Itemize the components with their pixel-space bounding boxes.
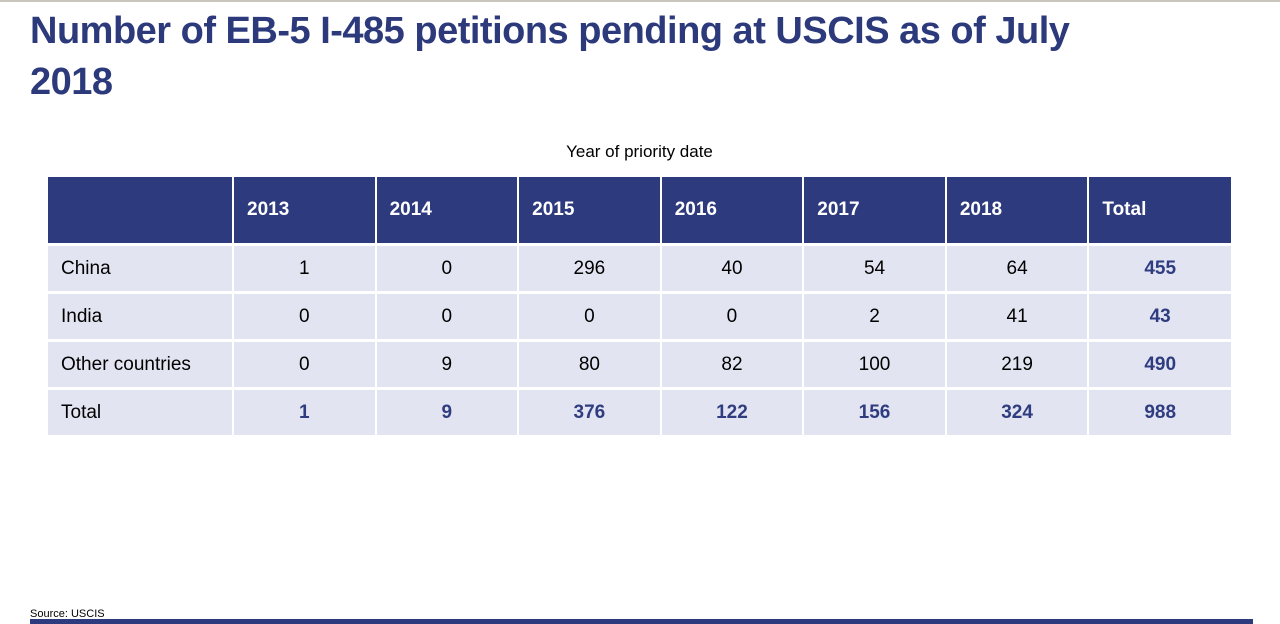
table-cell-total: 9 <box>374 387 519 435</box>
table-cell: 64 <box>944 243 1089 293</box>
table-cell: 0 <box>232 291 376 341</box>
slide-title-line-2: 2018 <box>30 61 113 103</box>
table-cell-total: 1 <box>232 387 376 435</box>
table-cell: 296 <box>517 243 661 293</box>
row-label: China <box>48 243 233 293</box>
table-row-china: China 1 0 296 40 54 64 455 <box>48 243 1231 293</box>
table-cell: 41 <box>944 291 1089 341</box>
table-cell: 0 <box>374 243 519 293</box>
table-body: China 1 0 296 40 54 64 455 India 0 0 0 0… <box>48 243 1231 435</box>
top-border-line <box>0 0 1280 2</box>
row-label: India <box>48 291 233 341</box>
table-caption: Year of priority date <box>566 142 713 161</box>
column-header-2018: 2018 <box>944 177 1089 245</box>
table-cell-total: 156 <box>802 387 946 435</box>
table-cell-total: 43 <box>1087 291 1231 341</box>
table-cell: 0 <box>374 291 519 341</box>
table-cell-total: 455 <box>1087 243 1231 293</box>
table-row-other-countries: Other countries 0 9 80 82 100 219 490 <box>48 339 1231 389</box>
table-row-india: India 0 0 0 0 2 41 43 <box>48 291 1231 341</box>
column-header-2013: 2013 <box>232 177 376 245</box>
column-header-total: Total <box>1087 177 1231 245</box>
table-cell-total: 324 <box>944 387 1089 435</box>
petitions-table: 2013 2014 2015 2016 2017 2018 Total Chin… <box>48 177 1231 435</box>
column-header-2015: 2015 <box>517 177 661 245</box>
table-cell: 219 <box>944 339 1089 389</box>
column-header-2016: 2016 <box>659 177 804 245</box>
table-cell: 0 <box>659 291 804 341</box>
source-note: Source: USCIS <box>30 608 105 620</box>
row-label: Total <box>48 387 233 435</box>
column-header-2017: 2017 <box>802 177 946 245</box>
table-header: 2013 2014 2015 2016 2017 2018 Total <box>48 177 1231 245</box>
slide-title-line-1: Number of EB-5 I-485 petitions pending a… <box>30 10 1070 52</box>
table-cell-total: 122 <box>659 387 804 435</box>
table-cell: 40 <box>659 243 804 293</box>
table-cell-total: 490 <box>1087 339 1231 389</box>
table-cell: 9 <box>374 339 519 389</box>
table-cell: 82 <box>659 339 804 389</box>
table-cell: 0 <box>232 339 376 389</box>
table-cell: 54 <box>802 243 946 293</box>
column-header-blank <box>48 177 233 245</box>
table-cell: 0 <box>517 291 661 341</box>
table-header-row: 2013 2014 2015 2016 2017 2018 Total <box>48 177 1231 245</box>
table-cell: 80 <box>517 339 661 389</box>
table-cell-total: 988 <box>1087 387 1231 435</box>
row-label: Other countries <box>48 339 233 389</box>
table-row-total: Total 1 9 376 122 156 324 988 <box>48 387 1231 435</box>
table-cell-total: 376 <box>517 387 661 435</box>
column-header-2014: 2014 <box>374 177 519 245</box>
table-cell: 1 <box>232 243 376 293</box>
bottom-accent-bar <box>30 619 1253 624</box>
table-cell: 2 <box>802 291 946 341</box>
slide-title: Number of EB-5 I-485 petitions pending a… <box>30 6 1245 108</box>
table-cell: 100 <box>802 339 946 389</box>
